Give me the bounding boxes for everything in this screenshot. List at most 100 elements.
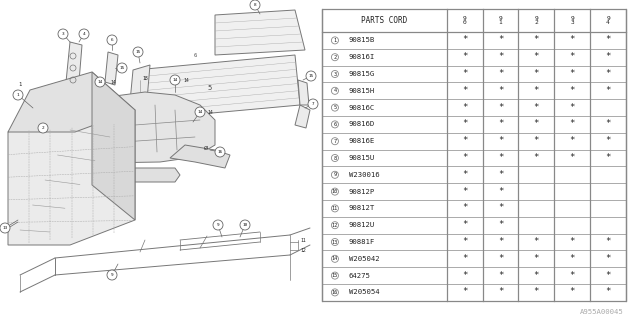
Text: *: * <box>462 254 467 263</box>
Text: 5: 5 <box>208 85 212 91</box>
Text: 11: 11 <box>300 237 306 243</box>
Text: *: * <box>462 119 467 128</box>
Text: 10: 10 <box>332 189 338 194</box>
Circle shape <box>95 77 105 87</box>
Text: *: * <box>462 69 467 78</box>
Polygon shape <box>8 72 135 132</box>
Text: 9
0: 9 0 <box>463 16 467 25</box>
Text: 90816E: 90816E <box>349 138 375 144</box>
Text: *: * <box>462 271 467 280</box>
Circle shape <box>332 188 339 195</box>
Text: 12: 12 <box>332 223 338 228</box>
Text: *: * <box>498 136 503 145</box>
Text: *: * <box>570 103 575 112</box>
Text: *: * <box>498 153 503 162</box>
Circle shape <box>79 29 89 39</box>
Text: *: * <box>570 254 575 263</box>
Text: *: * <box>498 220 503 229</box>
Polygon shape <box>130 65 150 102</box>
Text: 8: 8 <box>333 156 337 161</box>
Text: *: * <box>498 86 503 95</box>
Circle shape <box>13 90 23 100</box>
Polygon shape <box>115 168 180 182</box>
Text: *: * <box>462 287 467 296</box>
Text: 4: 4 <box>333 88 337 93</box>
Text: *: * <box>605 36 611 44</box>
Text: 90815B: 90815B <box>349 37 375 44</box>
Text: *: * <box>462 52 467 61</box>
Text: 6: 6 <box>333 122 337 127</box>
Circle shape <box>332 255 339 262</box>
Polygon shape <box>170 145 230 168</box>
Text: *: * <box>605 153 611 162</box>
Text: 1: 1 <box>333 38 337 43</box>
Text: PARTS CORD: PARTS CORD <box>361 16 408 25</box>
Text: *: * <box>462 86 467 95</box>
Polygon shape <box>65 42 82 94</box>
Text: *: * <box>570 52 575 61</box>
Text: *: * <box>534 119 539 128</box>
Text: *: * <box>462 36 467 44</box>
Text: *: * <box>570 136 575 145</box>
Text: *: * <box>605 237 611 246</box>
Polygon shape <box>8 110 135 245</box>
Text: *: * <box>570 237 575 246</box>
Text: *: * <box>462 204 467 212</box>
Text: 14: 14 <box>197 110 203 114</box>
Text: 90812U: 90812U <box>349 222 375 228</box>
Circle shape <box>332 70 339 77</box>
Text: 10: 10 <box>243 223 248 227</box>
Text: 9: 9 <box>217 223 220 227</box>
Text: 15: 15 <box>136 50 141 54</box>
Circle shape <box>332 222 339 229</box>
Circle shape <box>332 238 339 245</box>
Circle shape <box>332 104 339 111</box>
Text: W205042: W205042 <box>349 256 380 262</box>
Circle shape <box>332 37 339 44</box>
Text: *: * <box>605 69 611 78</box>
Text: 9
1: 9 1 <box>499 16 502 25</box>
Text: *: * <box>570 69 575 78</box>
Circle shape <box>107 270 117 280</box>
Text: 13: 13 <box>332 239 338 244</box>
Circle shape <box>117 63 127 73</box>
Text: 90815U: 90815U <box>349 155 375 161</box>
Text: *: * <box>462 187 467 196</box>
Text: 18: 18 <box>142 76 148 81</box>
Text: *: * <box>462 153 467 162</box>
Text: W205054: W205054 <box>349 289 380 295</box>
Text: 90815G: 90815G <box>349 71 375 77</box>
Polygon shape <box>215 10 305 55</box>
Text: *: * <box>498 170 503 179</box>
Circle shape <box>332 138 339 145</box>
Text: *: * <box>498 119 503 128</box>
Text: *: * <box>498 237 503 246</box>
Text: 9: 9 <box>333 172 337 177</box>
Text: 90812P: 90812P <box>349 188 375 195</box>
Text: *: * <box>534 237 539 246</box>
Text: 12: 12 <box>300 247 306 252</box>
Text: 6: 6 <box>111 38 113 42</box>
Text: *: * <box>605 287 611 296</box>
Circle shape <box>133 47 143 57</box>
Circle shape <box>332 171 339 178</box>
Text: *: * <box>570 86 575 95</box>
Circle shape <box>332 289 339 296</box>
Text: *: * <box>462 237 467 246</box>
Text: *: * <box>534 86 539 95</box>
Text: *: * <box>498 36 503 44</box>
Circle shape <box>58 29 68 39</box>
Text: 16: 16 <box>332 290 338 295</box>
Text: *: * <box>498 69 503 78</box>
Text: *: * <box>462 136 467 145</box>
Text: 9
3: 9 3 <box>570 16 574 25</box>
Text: 8: 8 <box>253 3 256 7</box>
Text: 2: 2 <box>42 126 44 130</box>
Circle shape <box>332 121 339 128</box>
Polygon shape <box>295 105 310 128</box>
Text: 9: 9 <box>111 273 113 277</box>
Text: *: * <box>605 86 611 95</box>
Polygon shape <box>92 72 135 220</box>
Polygon shape <box>135 55 300 120</box>
Text: 9
4: 9 4 <box>606 16 610 25</box>
